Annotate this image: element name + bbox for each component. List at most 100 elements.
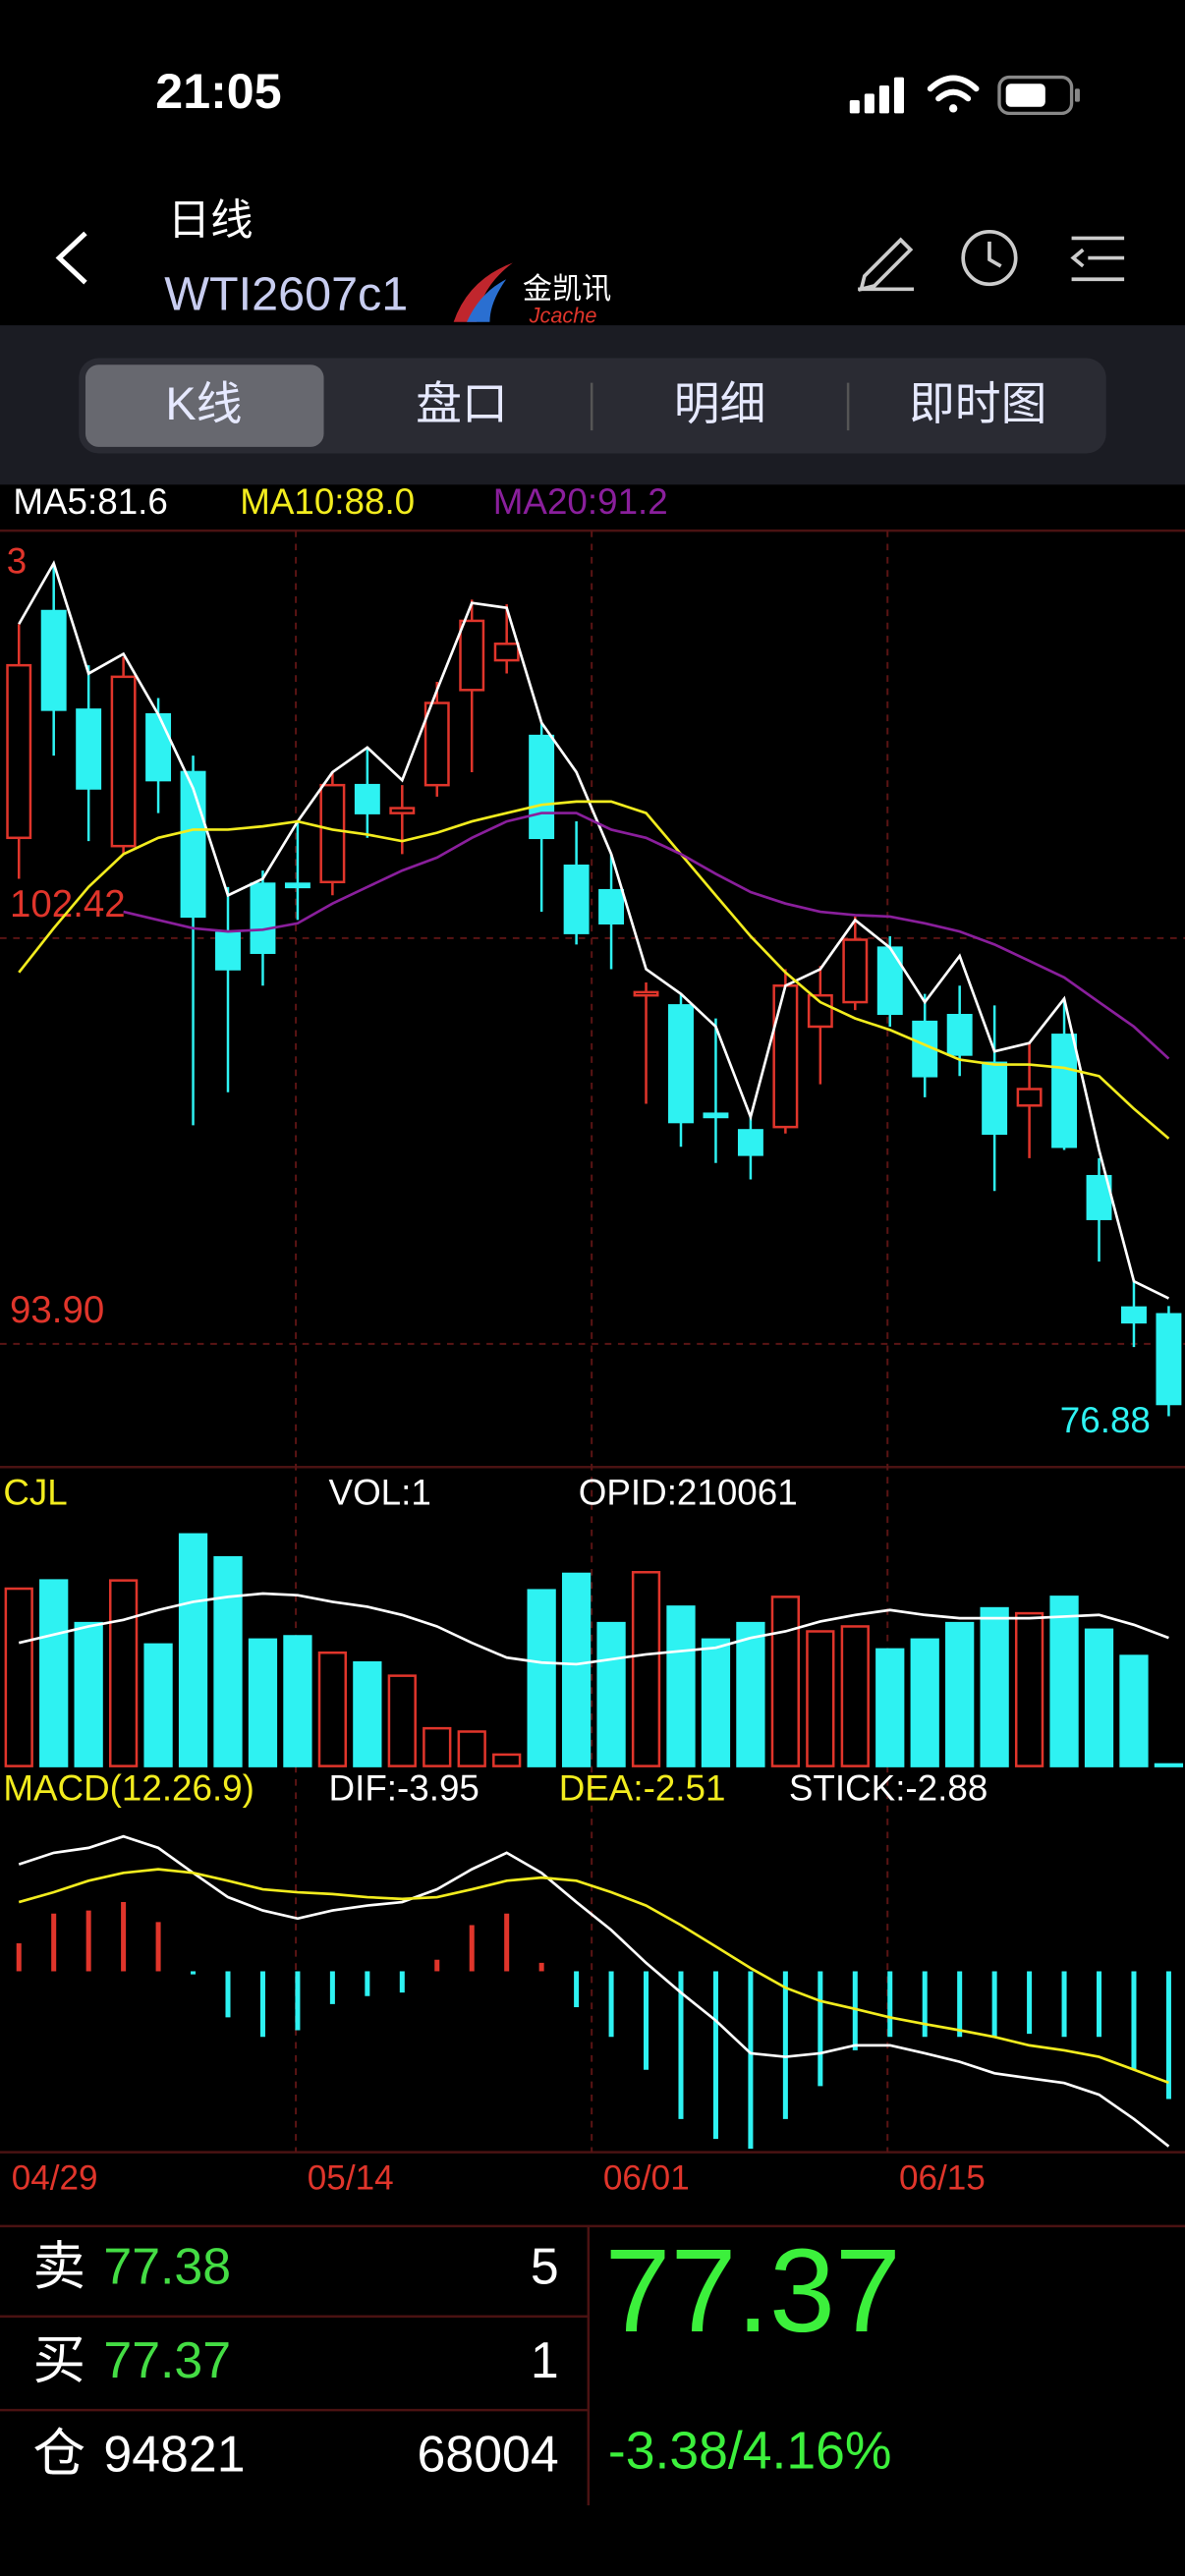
candle-body xyxy=(145,712,172,782)
candle-body xyxy=(423,701,450,787)
volume-bar xyxy=(527,1589,556,1767)
volume-bar xyxy=(840,1625,870,1767)
legend-entry: MA5:81.6 xyxy=(13,481,167,522)
volume-bar xyxy=(423,1726,452,1767)
period-label: 日线 xyxy=(168,197,254,245)
volume-bar xyxy=(631,1571,661,1767)
tab[interactable]: 明细 xyxy=(674,378,766,429)
ma-line xyxy=(123,812,1170,1060)
macd-line xyxy=(18,1868,1169,2085)
volume-bar xyxy=(806,1630,835,1767)
volume-bar xyxy=(875,1648,905,1767)
position-value: 94821 xyxy=(103,2425,245,2482)
tab[interactable]: 即时图 xyxy=(909,378,1046,429)
logo-sub: Jcache xyxy=(529,303,597,327)
price-change: -3.38/4.16% xyxy=(608,2422,892,2480)
ma-line xyxy=(18,560,1170,1300)
clock: 21:05 xyxy=(155,64,281,119)
volume-bar xyxy=(457,1730,486,1767)
candle-body xyxy=(215,931,241,971)
volume-bar xyxy=(213,1555,243,1767)
price-label: 93.90 xyxy=(10,1289,104,1331)
candle-body xyxy=(668,1004,694,1124)
volume-bar xyxy=(561,1572,592,1767)
buy-label: 买 xyxy=(32,2331,85,2389)
sell-qty: 5 xyxy=(531,2238,559,2295)
legend-entry: DEA:-2.51 xyxy=(559,1767,726,1808)
volume-bar xyxy=(492,1753,522,1767)
volume-bar xyxy=(666,1605,696,1767)
draw-button[interactable] xyxy=(858,237,915,292)
price-label: 102.42 xyxy=(10,883,126,925)
buy-price: 77.37 xyxy=(103,2331,231,2388)
volume-bar xyxy=(596,1621,626,1767)
volume-bar xyxy=(980,1606,1009,1767)
candle-body xyxy=(1156,1313,1182,1406)
wifi-icon xyxy=(927,75,980,113)
volume-indicator: OPID:210061 xyxy=(579,1472,798,1512)
volume-bar xyxy=(353,1661,382,1767)
volume-bar xyxy=(143,1643,173,1767)
candle-body xyxy=(807,993,833,1029)
candle-body xyxy=(876,946,903,1015)
volume-bar xyxy=(248,1638,278,1767)
candle-body xyxy=(319,783,346,884)
candle-body xyxy=(1121,1306,1147,1324)
volume-bar xyxy=(387,1674,417,1767)
candle-body xyxy=(1016,1088,1043,1107)
symbol: WTI2607c1 xyxy=(164,267,408,320)
volume-bar xyxy=(1084,1628,1114,1767)
volume-bar xyxy=(74,1621,103,1767)
volume-bar xyxy=(736,1621,765,1767)
legend-entry: MA20:91.2 xyxy=(493,481,668,522)
candle-body xyxy=(284,882,310,889)
macd-title: MACD(12.26.9) xyxy=(3,1767,254,1808)
candle-body xyxy=(6,663,32,840)
sell-label: 卖 xyxy=(32,2238,85,2296)
volume-bar xyxy=(39,1579,69,1767)
candle-body xyxy=(946,1014,973,1056)
position-label: 仓 xyxy=(32,2426,85,2484)
date-label: 04/29 xyxy=(12,2158,98,2197)
volume-bar xyxy=(701,1638,731,1767)
ma-legend: MA5:81.6 MA10:88.0 MA20:91.2 xyxy=(13,481,667,522)
date-label: 06/15 xyxy=(899,2158,986,2197)
candle-body xyxy=(982,1061,1008,1136)
candle-body xyxy=(459,619,485,692)
signal-icon xyxy=(849,77,904,114)
candle-body xyxy=(250,882,276,954)
menu-button[interactable] xyxy=(1070,236,1125,282)
volume-bar xyxy=(770,1596,801,1767)
candle-body xyxy=(598,888,625,924)
tab[interactable]: K线 xyxy=(165,378,242,429)
date-label: 06/01 xyxy=(603,2158,690,2197)
candle-body xyxy=(563,865,590,934)
candle-body xyxy=(633,990,659,997)
volume-bar xyxy=(1154,1763,1184,1767)
volume-bar xyxy=(283,1635,312,1767)
candle-body xyxy=(1051,1034,1078,1148)
battery-icon xyxy=(997,75,1080,116)
volume-bar xyxy=(945,1621,975,1767)
candle-body xyxy=(529,734,555,840)
candle-body xyxy=(389,807,416,814)
history-button[interactable] xyxy=(961,229,1018,287)
volume-indicator: VOL:1 xyxy=(329,1472,431,1512)
quote-grid xyxy=(0,2225,591,2506)
logo-text: 金凯讯 xyxy=(523,273,611,306)
back-button[interactable] xyxy=(55,231,87,285)
buy-qty: 1 xyxy=(531,2331,559,2388)
candle-body xyxy=(110,675,137,848)
candle-body xyxy=(76,708,102,790)
tab-selected xyxy=(85,364,324,447)
tab[interactable]: 盘口 xyxy=(416,378,508,429)
candle-body xyxy=(180,770,206,919)
legend-entry: DIF:-3.95 xyxy=(329,1767,480,1808)
candle-body xyxy=(354,783,380,814)
candle-body xyxy=(40,609,67,711)
volume-average-line xyxy=(18,1592,1169,1666)
volume-bar xyxy=(108,1579,139,1767)
sell-price: 77.38 xyxy=(103,2238,231,2295)
